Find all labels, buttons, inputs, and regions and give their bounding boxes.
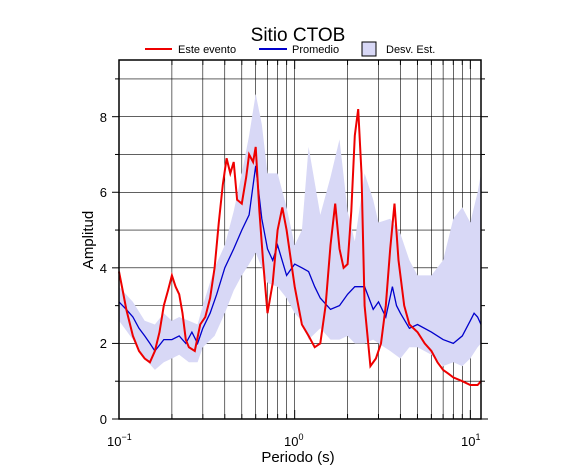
legend-label-este-evento: Este evento — [178, 44, 236, 56]
y-tick-label: 6 — [100, 185, 107, 200]
x-tick-label: 101 — [461, 432, 480, 449]
legend: Este evento Promedio Desv. Est. — [145, 41, 435, 57]
std-dev-band — [119, 94, 481, 370]
series-line-promedio — [118, 165, 482, 353]
y-tick-label: 0 — [100, 412, 107, 427]
x-tick-label: 100 — [284, 432, 303, 449]
y-tick-label: 2 — [100, 336, 107, 351]
plot-frame — [118, 59, 482, 420]
chart-title: Sitio CTOB — [251, 25, 346, 46]
legend-label-desv-est: Desv. Est. — [386, 44, 435, 56]
legend-swatch-desv-est — [361, 41, 377, 57]
series-line-este-evento — [118, 108, 482, 386]
x-tick-label: 10−1 — [107, 432, 132, 449]
legend-label-promedio: Promedio — [292, 44, 339, 56]
x-axis-label: Periodo (s) — [261, 449, 334, 466]
y-axis-label: Amplitud — [80, 211, 97, 269]
y-tick-label: 4 — [100, 261, 107, 276]
y-tick-label: 8 — [100, 110, 107, 125]
axis-ticks — [112, 60, 488, 420]
